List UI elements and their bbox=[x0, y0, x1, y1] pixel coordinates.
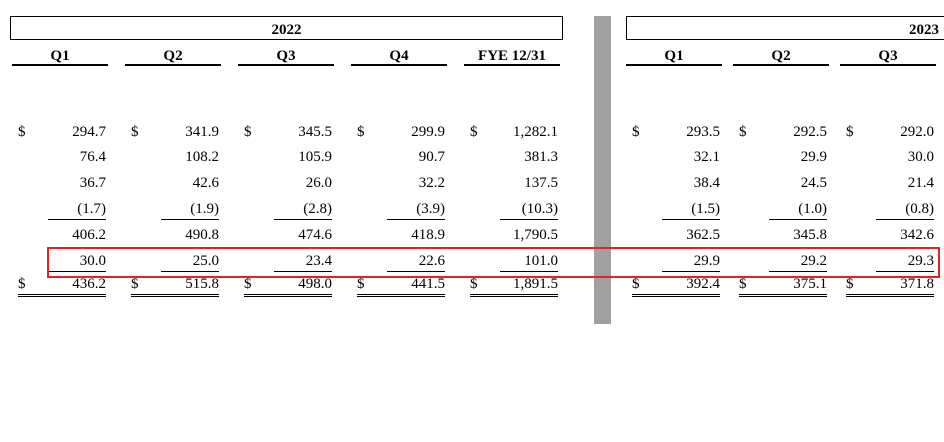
table-cell: 76.4 bbox=[79, 149, 106, 165]
table-cell: (3.9) bbox=[387, 199, 445, 220]
year-header-2022: 2022 bbox=[10, 16, 563, 40]
table-cell: 30.0 bbox=[907, 149, 934, 165]
column-header: Q4 bbox=[351, 48, 447, 66]
currency-symbol: $ bbox=[739, 274, 751, 297]
currency-symbol: $ bbox=[244, 124, 252, 140]
year-label: 2022 bbox=[271, 22, 302, 38]
currency-symbol: $ bbox=[846, 274, 858, 297]
table-cell: 42.6 bbox=[192, 175, 219, 191]
table-cell: 345.8 bbox=[793, 227, 827, 243]
table-cell: 1,282.1 bbox=[513, 124, 558, 140]
table-cell: 342.6 bbox=[900, 227, 934, 243]
table-cell: 137.5 bbox=[524, 175, 558, 191]
currency-symbol: $ bbox=[131, 274, 143, 297]
currency-symbol: $ bbox=[18, 124, 26, 140]
currency-symbol: $ bbox=[470, 274, 482, 297]
table-cell: (1.5) bbox=[662, 199, 720, 220]
table-cell: 29.9 bbox=[662, 251, 720, 272]
table-cell: 32.2 bbox=[418, 175, 445, 191]
table-cell: 101.0 bbox=[500, 251, 558, 272]
table-cell: 292.5 bbox=[793, 124, 827, 140]
table-cell: 29.3 bbox=[876, 251, 934, 272]
table-cell: 105.9 bbox=[298, 149, 332, 165]
table-cell: (0.8) bbox=[876, 199, 934, 220]
table-cell: 22.6 bbox=[387, 251, 445, 272]
currency-symbol: $ bbox=[632, 274, 644, 297]
table-cell: 418.9 bbox=[411, 227, 445, 243]
table-cell: 490.8 bbox=[185, 227, 219, 243]
column-header: Q1 bbox=[626, 48, 722, 66]
currency-symbol: $ bbox=[131, 124, 139, 140]
table-cell: (10.3) bbox=[500, 199, 558, 220]
currency-symbol: $ bbox=[470, 124, 478, 140]
currency-symbol: $ bbox=[357, 124, 365, 140]
table-cell: (2.8) bbox=[274, 199, 332, 220]
table-cell: 392.4 bbox=[644, 274, 720, 297]
highlight-row-box bbox=[47, 247, 940, 278]
table-cell: 498.0 bbox=[256, 274, 332, 297]
table-cell: 1,891.5 bbox=[482, 274, 558, 297]
table-cell: 24.5 bbox=[800, 175, 827, 191]
table-cell: (1.9) bbox=[161, 199, 219, 220]
column-header: Q3 bbox=[238, 48, 334, 66]
table-cell: 371.8 bbox=[858, 274, 934, 297]
year-header-2023: 2023 bbox=[626, 16, 944, 40]
table-cell: 1,790.5 bbox=[513, 227, 558, 243]
currency-symbol: $ bbox=[18, 274, 30, 297]
table-cell: 345.5 bbox=[298, 124, 332, 140]
table-cell: 362.5 bbox=[686, 227, 720, 243]
table-cell: 25.0 bbox=[161, 251, 219, 272]
table-cell: 436.2 bbox=[30, 274, 106, 297]
column-header: Q1 bbox=[12, 48, 108, 66]
table-cell: 341.9 bbox=[185, 124, 219, 140]
table-cell: 29.2 bbox=[769, 251, 827, 272]
column-header: Q2 bbox=[733, 48, 829, 66]
column-header: Q2 bbox=[125, 48, 221, 66]
table-cell: 292.0 bbox=[900, 124, 934, 140]
table-cell: 299.9 bbox=[411, 124, 445, 140]
currency-symbol: $ bbox=[739, 124, 747, 140]
table-cell: 21.4 bbox=[907, 175, 934, 191]
table-cell: 23.4 bbox=[274, 251, 332, 272]
column-header: Q3 bbox=[840, 48, 936, 66]
table-cell: 26.0 bbox=[305, 175, 332, 191]
table-cell: 38.4 bbox=[693, 175, 720, 191]
table-cell: (1.7) bbox=[48, 199, 106, 220]
currency-symbol: $ bbox=[846, 124, 854, 140]
currency-symbol: $ bbox=[244, 274, 256, 297]
currency-symbol: $ bbox=[632, 124, 640, 140]
table-cell: 36.7 bbox=[79, 175, 106, 191]
table-cell: 29.9 bbox=[800, 149, 827, 165]
table-cell: 381.3 bbox=[524, 149, 558, 165]
year-label: 2023 bbox=[909, 22, 939, 38]
table-cell: 441.5 bbox=[369, 274, 445, 297]
table-cell: 108.2 bbox=[185, 149, 219, 165]
column-header: FYE 12/31 bbox=[464, 48, 560, 66]
table-cell: 515.8 bbox=[143, 274, 219, 297]
table-cell: (1.0) bbox=[769, 199, 827, 220]
table-cell: 294.7 bbox=[72, 124, 106, 140]
table-cell: 375.1 bbox=[751, 274, 827, 297]
table-cell: 474.6 bbox=[298, 227, 332, 243]
table-cell: 32.1 bbox=[693, 149, 720, 165]
table-cell: 90.7 bbox=[418, 149, 445, 165]
currency-symbol: $ bbox=[357, 274, 369, 297]
table-cell: 293.5 bbox=[686, 124, 720, 140]
table-cell: 30.0 bbox=[48, 251, 106, 272]
table-cell: 406.2 bbox=[72, 227, 106, 243]
